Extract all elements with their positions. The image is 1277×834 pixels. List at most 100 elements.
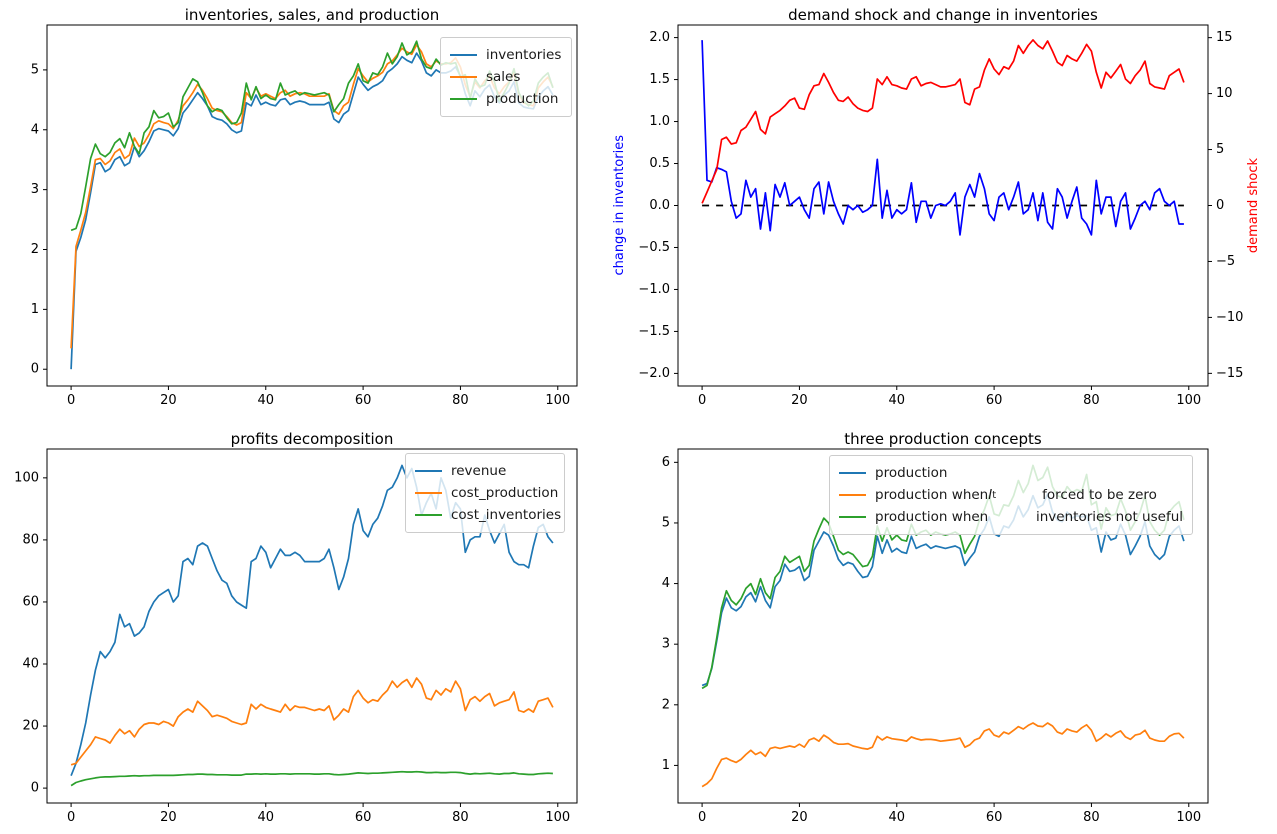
tick-label: −10 bbox=[1216, 310, 1243, 325]
legend-line-sample bbox=[415, 492, 442, 494]
chart-title-demand-shock: demand shock and change in inventories bbox=[788, 6, 1098, 24]
tick-label: 60 bbox=[986, 393, 1003, 408]
legend-row: revenue bbox=[415, 460, 555, 482]
tick-label: 10 bbox=[1216, 86, 1233, 101]
legend-text-gap bbox=[996, 495, 1042, 496]
legend-line-sample bbox=[839, 516, 866, 518]
tick-label: 5 bbox=[1216, 142, 1224, 157]
legend-line-sample bbox=[839, 494, 866, 496]
series-line-cost-inventories bbox=[70, 770, 553, 787]
tick-label: 0 bbox=[31, 362, 39, 377]
tick-label: 2 bbox=[31, 242, 39, 257]
tick-label: 0.0 bbox=[649, 198, 670, 213]
legend-label: production bbox=[875, 465, 948, 481]
legend-row: production bbox=[839, 462, 1183, 484]
series-line-cost-production bbox=[70, 677, 554, 766]
tick-label: 5 bbox=[662, 515, 670, 530]
tick-label: 1 bbox=[662, 758, 670, 773]
tick-label: 80 bbox=[452, 393, 469, 408]
legend-label: revenue bbox=[451, 463, 507, 479]
tick-label: 80 bbox=[1083, 810, 1100, 825]
legend-label: inventories bbox=[486, 47, 562, 63]
tick-label: 20 bbox=[22, 719, 39, 734]
tick-label: 15 bbox=[1216, 30, 1233, 45]
tick-label: 60 bbox=[355, 393, 372, 408]
tick-label: 100 bbox=[1176, 810, 1201, 825]
legend-line-sample bbox=[450, 98, 477, 100]
tick-label: 20 bbox=[791, 810, 808, 825]
legend-row: cost_production bbox=[415, 482, 559, 504]
chart-title-three-production-concepts: three production concepts bbox=[844, 430, 1042, 448]
tick-label: 1 bbox=[31, 302, 39, 317]
legend-line-sample bbox=[415, 470, 442, 472]
tick-label: −0.5 bbox=[638, 240, 670, 255]
axes-frame bbox=[46, 448, 578, 804]
tick-label: 40 bbox=[22, 657, 39, 672]
legend-label: production when bbox=[875, 509, 989, 525]
tick-label: 60 bbox=[986, 810, 1003, 825]
tick-label: 40 bbox=[257, 393, 274, 408]
legend-label: cost_production bbox=[451, 485, 559, 501]
tick-label: 2 bbox=[662, 697, 670, 712]
legend-label: sales bbox=[486, 69, 521, 85]
tick-label: 1.5 bbox=[649, 72, 670, 87]
axes-frame bbox=[677, 448, 1209, 804]
tick-label: 0.5 bbox=[649, 156, 670, 171]
tick-label: 60 bbox=[22, 594, 39, 609]
legend-label: forced to be zero bbox=[1042, 487, 1157, 503]
y-axis-label-wrap-right: demand shock bbox=[1246, 25, 1261, 386]
axes-frame bbox=[46, 24, 578, 387]
tick-label: 100 bbox=[545, 810, 570, 825]
legend-text-gap bbox=[988, 517, 1036, 518]
tick-label: 40 bbox=[888, 393, 905, 408]
y-axis-label-demand-shock: demand shock bbox=[1246, 157, 1261, 254]
legend-label: cost_inventories bbox=[451, 507, 562, 523]
tick-label: 20 bbox=[160, 810, 177, 825]
legend-label: production bbox=[486, 91, 559, 107]
y-axis-label-change-in-inventories: change in inventories bbox=[612, 135, 627, 276]
legend-row: production when inventories not useful bbox=[839, 506, 1183, 528]
tick-label: 100 bbox=[1176, 393, 1201, 408]
legend-label-subscript: t bbox=[992, 489, 997, 501]
tick-label: 2.0 bbox=[649, 30, 670, 45]
tick-label: 0 bbox=[698, 393, 706, 408]
tick-label: 3 bbox=[662, 637, 670, 652]
legend-line-sample bbox=[450, 54, 477, 56]
tick-label: −15 bbox=[1216, 366, 1243, 381]
legend-row: production bbox=[450, 88, 562, 110]
tick-label: 80 bbox=[1083, 393, 1100, 408]
tick-label: −1.5 bbox=[638, 324, 670, 339]
tick-label: 40 bbox=[888, 810, 905, 825]
legend-label-mathvar: I bbox=[988, 487, 993, 503]
tick-label: 4 bbox=[662, 576, 670, 591]
tick-label: 3 bbox=[31, 182, 39, 197]
tick-label: 100 bbox=[545, 393, 570, 408]
tick-label: 20 bbox=[160, 393, 177, 408]
tick-label: 0 bbox=[67, 393, 75, 408]
tick-label: 4 bbox=[31, 122, 39, 137]
tick-label: 5 bbox=[31, 62, 39, 77]
tick-label: 0 bbox=[67, 810, 75, 825]
series-line-production bbox=[701, 493, 1185, 687]
legend-label: inventories not useful bbox=[1036, 509, 1183, 525]
chart-demand-shock-change-inventories: 0 20 40 60 80 100−2.0−1.5−1.0−0.50.00.51.01.5… bbox=[638, 24, 1243, 408]
chart-title-inventories-sales-production: inventories, sales, and production bbox=[184, 6, 440, 24]
tick-label: 80 bbox=[22, 532, 39, 547]
tick-label: −2.0 bbox=[638, 366, 670, 381]
legend-line-sample bbox=[415, 514, 442, 516]
chart-title-profits-decomposition: profits decomposition bbox=[230, 430, 394, 448]
y-axis-label-wrap-left: change in inventories bbox=[612, 25, 627, 386]
legend-inventories-sales-production: inventories sales production bbox=[440, 37, 572, 117]
legend-row: sales bbox=[450, 66, 562, 88]
legend-label: production when bbox=[875, 487, 989, 503]
tick-label: 1.0 bbox=[649, 114, 670, 129]
legend-line-sample bbox=[450, 76, 477, 78]
tick-label: 80 bbox=[452, 810, 469, 825]
legend-line-sample bbox=[839, 472, 866, 474]
tick-label: 0 bbox=[698, 810, 706, 825]
tick-label: −1.0 bbox=[638, 282, 670, 297]
tick-label: 0 bbox=[31, 781, 39, 796]
tick-label: 60 bbox=[355, 810, 372, 825]
